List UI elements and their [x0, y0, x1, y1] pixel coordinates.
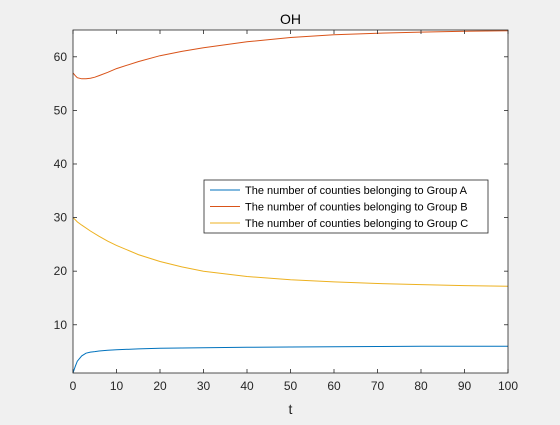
x-tick-label: 40	[240, 379, 254, 393]
x-tick-label: 60	[327, 379, 341, 393]
x-tick-label: 80	[414, 379, 428, 393]
y-tick-label: 10	[54, 318, 68, 332]
y-tick-label: 30	[54, 211, 68, 225]
x-tick-label: 0	[70, 379, 77, 393]
x-tick-label: 30	[197, 379, 211, 393]
x-tick-label: 50	[284, 379, 298, 393]
y-tick-label: 40	[54, 157, 68, 171]
x-tick-label: 10	[110, 379, 124, 393]
y-tick-label: 20	[54, 264, 68, 278]
x-tick-label: 70	[371, 379, 385, 393]
series-line-2	[72, 30, 509, 80]
ticks-layer: 0 10 20 30 40 50 60 70 80 90 100 10 20 30 40 50 60	[54, 30, 518, 393]
legend-label-3: The number of counties belonging to Grou…	[245, 218, 468, 230]
legend-label-2: The number of counties belonging to Grou…	[245, 202, 468, 214]
legend-label-1: The number of counties belonging to Grou…	[245, 185, 468, 197]
chart-title: OH	[280, 11, 301, 27]
series-line-3	[72, 217, 509, 287]
x-tick-label: 100	[498, 379, 518, 393]
series-layer	[72, 30, 509, 374]
y-tick-label: 60	[54, 50, 68, 64]
legend: The number of counties belonging to Grou…	[203, 179, 489, 234]
series-line-1	[72, 345, 508, 374]
legend-box	[203, 179, 489, 234]
x-tick-label: 20	[153, 379, 167, 393]
x-tick-label: 90	[458, 379, 472, 393]
y-tick-label: 50	[54, 103, 68, 117]
x-axis-label: t	[289, 401, 293, 417]
